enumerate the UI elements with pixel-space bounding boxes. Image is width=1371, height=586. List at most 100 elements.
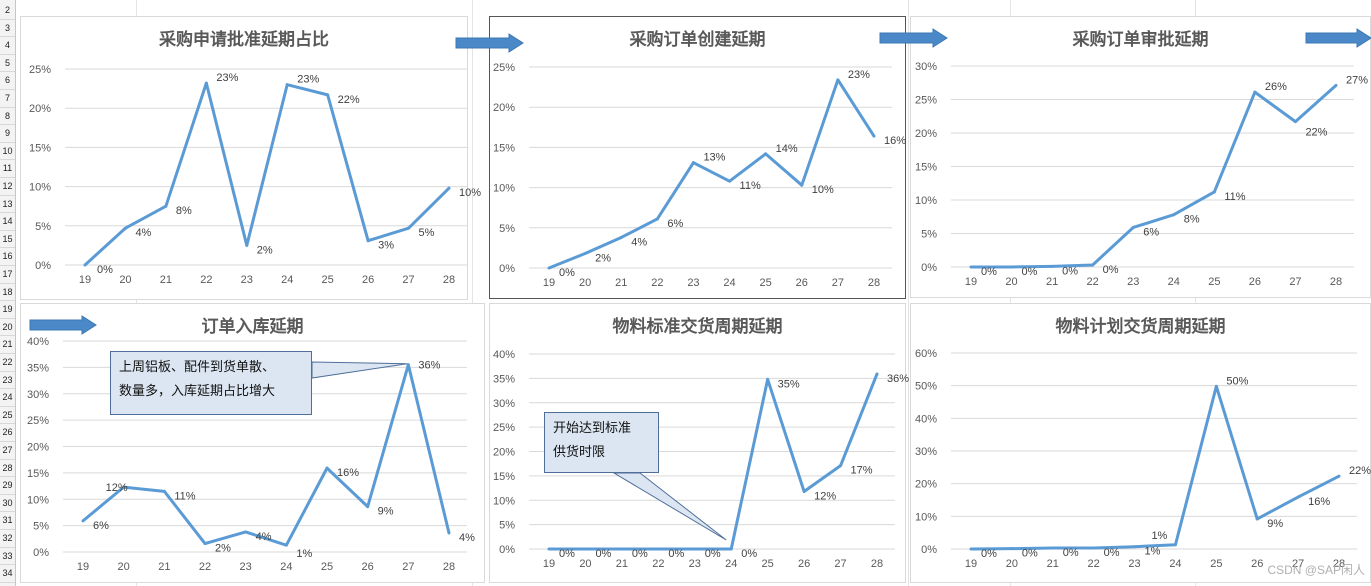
y-tick-label: 20% [915, 479, 937, 491]
row-number[interactable]: 28 [0, 460, 15, 478]
data-point [203, 542, 207, 546]
data-point [162, 489, 166, 493]
data-label: 0% [1062, 265, 1078, 277]
x-tick-label: 27 [1289, 276, 1301, 288]
y-tick-label: 30% [915, 61, 937, 73]
x-tick-label: 25 [1210, 558, 1222, 570]
row-number[interactable]: 29 [0, 477, 15, 495]
x-tick-label: 24 [725, 558, 737, 570]
series-line [83, 81, 451, 267]
callout-line: 上周铝板、配件到货单散、 [119, 360, 276, 375]
row-number[interactable]: 33 [0, 548, 15, 566]
row-number[interactable]: 20 [0, 319, 15, 337]
data-label: 0% [1063, 547, 1079, 559]
data-label: 5% [419, 227, 435, 239]
y-tick-label: 25% [27, 415, 49, 427]
row-number[interactable]: 6 [0, 72, 15, 90]
callout-pointer [311, 361, 408, 379]
chart-planned-lead-time-delay[interactable]: 物料计划交货周期延期 0% 10% 20% 30% 40% 50% 60% 19 20 21 22 2… [910, 303, 1371, 583]
row-number[interactable]: 32 [0, 530, 15, 548]
data-label: 10% [812, 184, 834, 196]
data-label: 1% [1151, 530, 1167, 542]
data-label: 10% [459, 187, 481, 199]
chart-po-creation-delay[interactable]: 采购订单创建延期 0% 5% 10% 15% 20% 25% 19 20 21 22 23 24 25 2… [489, 16, 906, 299]
row-number[interactable]: 24 [0, 389, 15, 407]
data-point [766, 377, 770, 381]
x-tick-label: 23 [240, 561, 252, 573]
x-tick-label: 20 [118, 561, 130, 573]
data-point [81, 519, 85, 523]
y-tick-label: 35% [493, 373, 515, 385]
row-number[interactable]: 11 [0, 160, 15, 178]
chart-purchase-request-approval-delay[interactable]: 采购申请批准延期占比 0% 5% 10% 15% 20% 25% 19 20 21 22 23 24 2… [20, 16, 481, 300]
row-number[interactable]: 34 [0, 565, 15, 583]
row-number[interactable]: 22 [0, 354, 15, 372]
row-number[interactable]: 17 [0, 266, 15, 284]
row-number[interactable]: 9 [0, 125, 15, 143]
data-label: 23% [297, 74, 319, 86]
callout-line: 开始达到标准 [553, 421, 632, 436]
x-tick-label: 21 [615, 277, 627, 289]
row-number[interactable]: 19 [0, 301, 15, 319]
data-label: 22% [1305, 127, 1327, 139]
series-line [970, 384, 1340, 551]
data-label: 36% [418, 360, 440, 372]
chart-title: 采购订单创建延期 [629, 30, 766, 50]
row-number[interactable]: 31 [0, 512, 15, 530]
row-number[interactable]: 27 [0, 442, 15, 460]
x-tick-label: 26 [362, 561, 374, 573]
data-label: 4% [256, 531, 272, 543]
data-point [1092, 546, 1096, 550]
data-point [447, 531, 451, 535]
x-tick-label: 25 [321, 561, 333, 573]
data-point [204, 81, 208, 85]
row-number[interactable]: 5 [0, 55, 15, 73]
x-tick-label: 21 [1046, 276, 1058, 288]
row-number[interactable]: 15 [0, 231, 15, 249]
x-tick-label: 28 [1330, 276, 1342, 288]
data-label: 12% [814, 490, 836, 502]
data-label: 4% [631, 236, 647, 248]
data-label: 16% [337, 467, 359, 479]
data-point [123, 226, 127, 230]
row-number[interactable]: 14 [0, 213, 15, 231]
row-number[interactable]: 3 [0, 20, 15, 38]
row-number[interactable]: 7 [0, 90, 15, 108]
row-number[interactable]: 21 [0, 336, 15, 354]
data-label: 0% [981, 266, 997, 278]
row-number[interactable]: 25 [0, 407, 15, 425]
y-tick-label: 10% [27, 494, 49, 506]
y-tick-label: 0% [921, 544, 937, 556]
data-point [969, 547, 973, 551]
x-tick-label: 27 [834, 558, 846, 570]
row-number[interactable]: 18 [0, 284, 15, 302]
chart-goods-receipt-delay[interactable]: 订单入库延期 0% 5% 10% 15% 20% 25% 30% 35% 40% 19 20 21 22… [20, 303, 485, 583]
y-tick-label: 10% [915, 511, 937, 523]
row-number[interactable]: 30 [0, 495, 15, 513]
row-number[interactable]: 16 [0, 248, 15, 266]
row-number[interactable]: 26 [0, 424, 15, 442]
x-tick-label: 21 [616, 558, 628, 570]
data-point [284, 543, 288, 547]
row-number[interactable]: 8 [0, 108, 15, 126]
chart-standard-lead-time-delay[interactable]: 物料标准交货周期延期 0% 5% 10% 15% 20% 25% 30% 35% 40% 19 20… [489, 303, 909, 583]
row-number[interactable]: 4 [0, 37, 15, 55]
row-number[interactable]: 10 [0, 143, 15, 161]
data-point [656, 547, 660, 551]
row-number[interactable]: 13 [0, 196, 15, 214]
x-tick-label: 26 [798, 558, 810, 570]
data-point [1212, 190, 1216, 194]
row-number[interactable]: 23 [0, 372, 15, 390]
data-point [1051, 546, 1055, 550]
x-tick-label: 27 [832, 277, 844, 289]
y-tick-label: 15% [493, 142, 515, 154]
data-label: 16% [884, 135, 906, 147]
callout-line: 数量多，入库延期占比增大 [119, 384, 276, 399]
chart-po-approval-delay[interactable]: 采购订单审批延期 0% 5% 10% 15% 20% 25% 30% 19 20 21 22 23 24… [910, 16, 1371, 298]
y-tick-label: 35% [27, 362, 49, 374]
data-point [245, 243, 249, 247]
row-number[interactable]: 12 [0, 178, 15, 196]
data-label: 50% [1226, 375, 1248, 387]
row-number[interactable]: 2 [0, 2, 15, 20]
data-label: 3% [378, 240, 394, 252]
